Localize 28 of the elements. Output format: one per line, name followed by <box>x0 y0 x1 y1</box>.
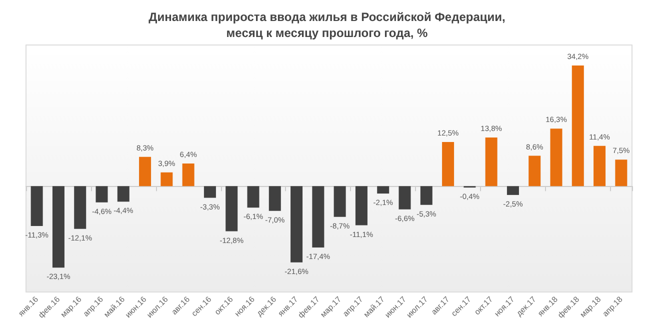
bar <box>182 164 194 186</box>
chart-title: Динамика прироста ввода жилья в Российской Федерации, месяц к месяцу прошлого года, % <box>148 10 506 40</box>
bar <box>442 142 454 186</box>
bar <box>594 146 606 186</box>
bar <box>74 186 86 229</box>
bar <box>312 186 324 248</box>
bar <box>268 186 281 211</box>
bar <box>485 137 498 186</box>
bar <box>139 156 152 186</box>
bar <box>506 186 519 195</box>
bar <box>355 186 368 226</box>
bar <box>160 172 173 186</box>
bar <box>290 186 303 262</box>
bar <box>334 186 346 217</box>
bar <box>572 65 584 186</box>
bar <box>615 160 628 186</box>
bar <box>377 186 390 194</box>
bar <box>398 186 411 210</box>
bar <box>226 186 238 232</box>
bar <box>117 186 130 202</box>
bar <box>420 186 432 205</box>
bar <box>52 186 64 268</box>
bar <box>550 128 562 186</box>
bar <box>96 186 108 202</box>
bar <box>30 186 43 226</box>
bar <box>247 186 260 208</box>
bar <box>528 156 541 186</box>
bar <box>204 186 216 198</box>
